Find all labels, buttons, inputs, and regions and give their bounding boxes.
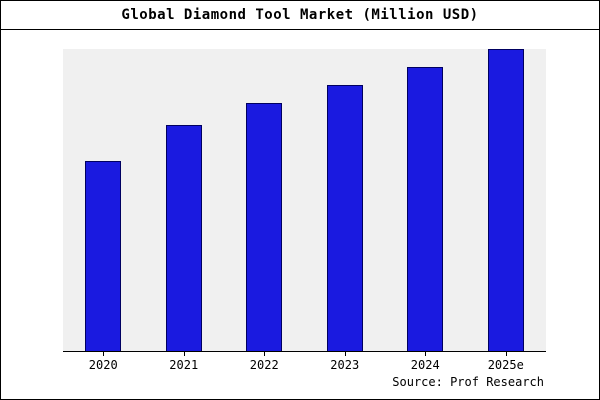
bar-slot bbox=[305, 49, 386, 351]
bar-series bbox=[63, 49, 546, 351]
bar-slot bbox=[466, 49, 547, 351]
x-tick: 2025e bbox=[466, 352, 547, 372]
tick-mark bbox=[183, 352, 185, 356]
source-text: Source: Prof Research bbox=[392, 375, 544, 389]
tick-mark bbox=[425, 352, 427, 356]
bar-slot bbox=[144, 49, 225, 351]
chart-title: Global Diamond Tool Market (Million USD) bbox=[121, 7, 479, 23]
x-tick: 2024 bbox=[385, 352, 466, 372]
x-tick-label: 2020 bbox=[88, 358, 118, 372]
plot-area bbox=[63, 49, 546, 352]
x-tick-label: 2023 bbox=[330, 358, 360, 372]
bar-2024 bbox=[407, 67, 444, 351]
bar-slot bbox=[385, 49, 466, 351]
x-tick-label: 2024 bbox=[410, 358, 440, 372]
title-divider bbox=[1, 29, 599, 30]
x-tick-label: 2022 bbox=[249, 358, 279, 372]
tick-mark bbox=[344, 352, 346, 356]
bar-slot bbox=[63, 49, 144, 351]
bar-2025e bbox=[487, 49, 524, 351]
bar-2021 bbox=[165, 124, 202, 351]
bar-slot bbox=[224, 49, 305, 351]
tick-mark bbox=[264, 352, 266, 356]
tick-mark bbox=[103, 352, 105, 356]
x-tick: 2021 bbox=[144, 352, 225, 372]
tick-mark bbox=[505, 352, 507, 356]
x-tick-label: 2021 bbox=[169, 358, 199, 372]
bar-2022 bbox=[246, 103, 283, 351]
x-tick: 2022 bbox=[224, 352, 305, 372]
x-axis-labels: 2020 2021 2022 2023 2024 2025e bbox=[63, 352, 546, 372]
bar-2020 bbox=[85, 160, 122, 351]
x-tick: 2020 bbox=[63, 352, 144, 372]
x-tick: 2023 bbox=[305, 352, 386, 372]
x-tick-label: 2025e bbox=[487, 358, 524, 372]
bar-2023 bbox=[326, 85, 363, 351]
